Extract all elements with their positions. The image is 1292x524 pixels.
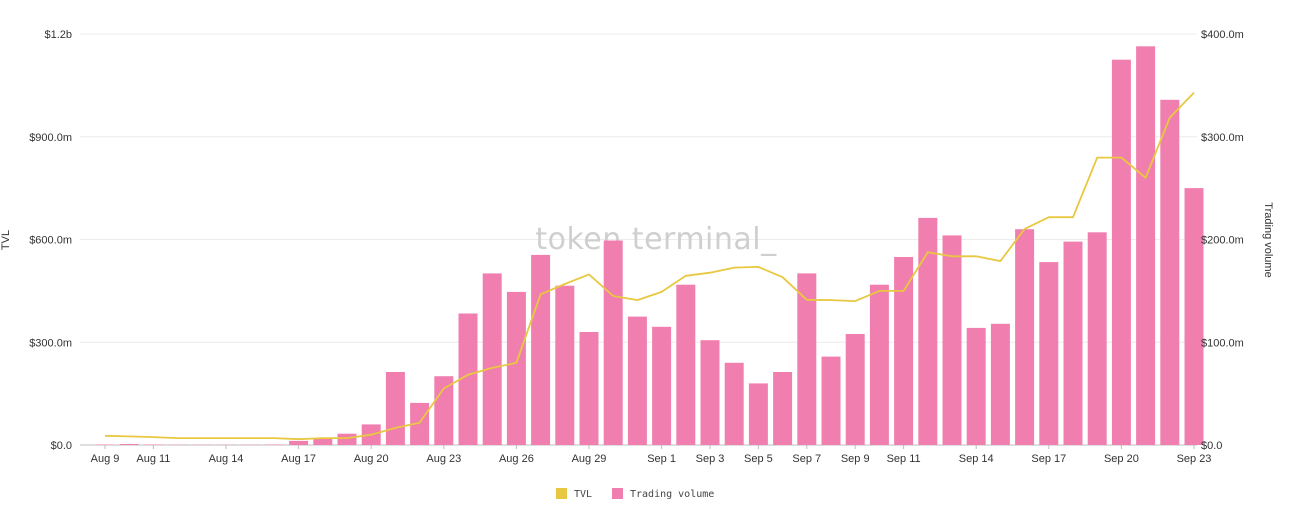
trading-volume-bar [1087,232,1107,445]
trading-volume-bar [627,316,647,445]
right-tick-label: $200.0m [1201,235,1244,247]
trading-volume-bar [1160,99,1180,446]
right-tick-label: $100.0m [1201,337,1244,349]
trading-volume-bar [918,217,938,445]
x-tick-label: Sep 11 [887,453,921,465]
trading-volume-bar [119,444,139,445]
trading-volume-bar [990,323,1010,445]
right-tick-label: $400.0m [1201,29,1244,41]
x-tick-label: Aug 26 [499,453,534,465]
left-tick-label: $0.0 [51,440,72,452]
trading-volume-bar [1111,59,1131,445]
left-axis-ticks: $0.0 $300.0m $600.0m $900.0m $1.2b [29,29,72,452]
trading-volume-bar [313,438,333,445]
x-tick-label: Aug 9 [91,453,120,465]
trading-volume-bar [506,291,526,445]
trading-volume-bar [482,273,502,445]
left-axis-title: TVL [0,230,12,250]
trading-volume-bar [797,273,817,445]
left-tick-label: $300.0m [29,337,72,349]
x-tick-label: Sep 5 [744,453,773,465]
x-tick-label: Sep 14 [959,453,994,465]
trading-volume-bar [410,402,430,445]
legend-swatch [556,488,567,499]
trading-volume-bar [700,340,720,445]
legend-swatch [612,488,623,499]
x-tick-label: Aug 20 [354,453,389,465]
trading-volume-bar [579,332,599,445]
trading-volume-bar [1184,188,1204,445]
right-tick-label: $300.0m [1201,132,1244,144]
right-tick-label: $0.0 [1201,440,1222,452]
right-axis-title: Trading volume [1262,202,1274,277]
trading-volume-bar [845,334,865,445]
trading-volume-bar [1063,241,1083,445]
left-tick-label: $1.2b [44,29,72,41]
trading-volume-bar [1136,46,1156,446]
trading-volume-bar [773,372,793,445]
right-axis-ticks: $0.0 $100.0m $200.0m $300.0m $400.0m [1201,29,1244,452]
trading-volume-bar [676,284,696,445]
legend: TVL Trading volume [556,488,714,500]
trading-volume-bar [555,285,575,445]
trading-volume-bar [942,235,962,445]
x-axis-ticks: Aug 9 Aug 11 Aug 14 Aug 17 Aug 20 Aug 23 Aug 2… [91,445,1212,465]
trading-volume-bar [748,383,768,445]
trading-volume-bar [869,284,889,445]
x-tick-label: Aug 14 [209,453,244,465]
x-tick-label: Sep 3 [696,453,725,465]
x-tick-label: Aug 11 [136,453,170,465]
x-tick-label: Sep 17 [1031,453,1066,465]
trading-volume-bar [821,356,841,445]
x-tick-label: Sep 7 [792,453,821,465]
trading-volume-bar [531,254,551,445]
x-tick-label: Aug 23 [426,453,461,465]
x-tick-label: Sep 23 [1177,453,1212,465]
trading-volume-bar [724,362,744,445]
left-tick-label: $900.0m [29,132,72,144]
trading-volume-bar [434,376,454,445]
trading-volume-bar [264,444,284,445]
tvl-line-group [104,91,1195,441]
tvl-line [104,91,1195,441]
trading-volume-bar [966,327,986,445]
x-tick-label: Aug 17 [281,453,316,465]
trading-volume-bar [603,240,623,445]
watermark: token terminal_ [535,222,777,257]
trading-volume-bars [95,46,1204,446]
x-tick-label: Sep 20 [1104,453,1139,465]
trading-volume-bar [1015,229,1035,445]
left-tick-label: $600.0m [29,235,72,247]
x-tick-label: Sep 9 [841,453,870,465]
trading-volume-bar [458,313,478,445]
trading-volume-bar [95,444,115,445]
trading-volume-bar [1039,262,1059,445]
trading-volume-bar [143,444,163,445]
trading-volume-bar [652,326,672,445]
x-tick-label: Aug 29 [572,453,607,465]
trading-volume-bar [894,257,914,445]
trading-volume-bar [289,440,309,445]
trading-volume-bar [337,433,357,445]
legend-label: Trading volume [630,489,714,500]
trading-volume-bar [385,372,405,445]
x-tick-label: Sep 1 [647,453,676,465]
legend-label: TVL [574,489,592,500]
